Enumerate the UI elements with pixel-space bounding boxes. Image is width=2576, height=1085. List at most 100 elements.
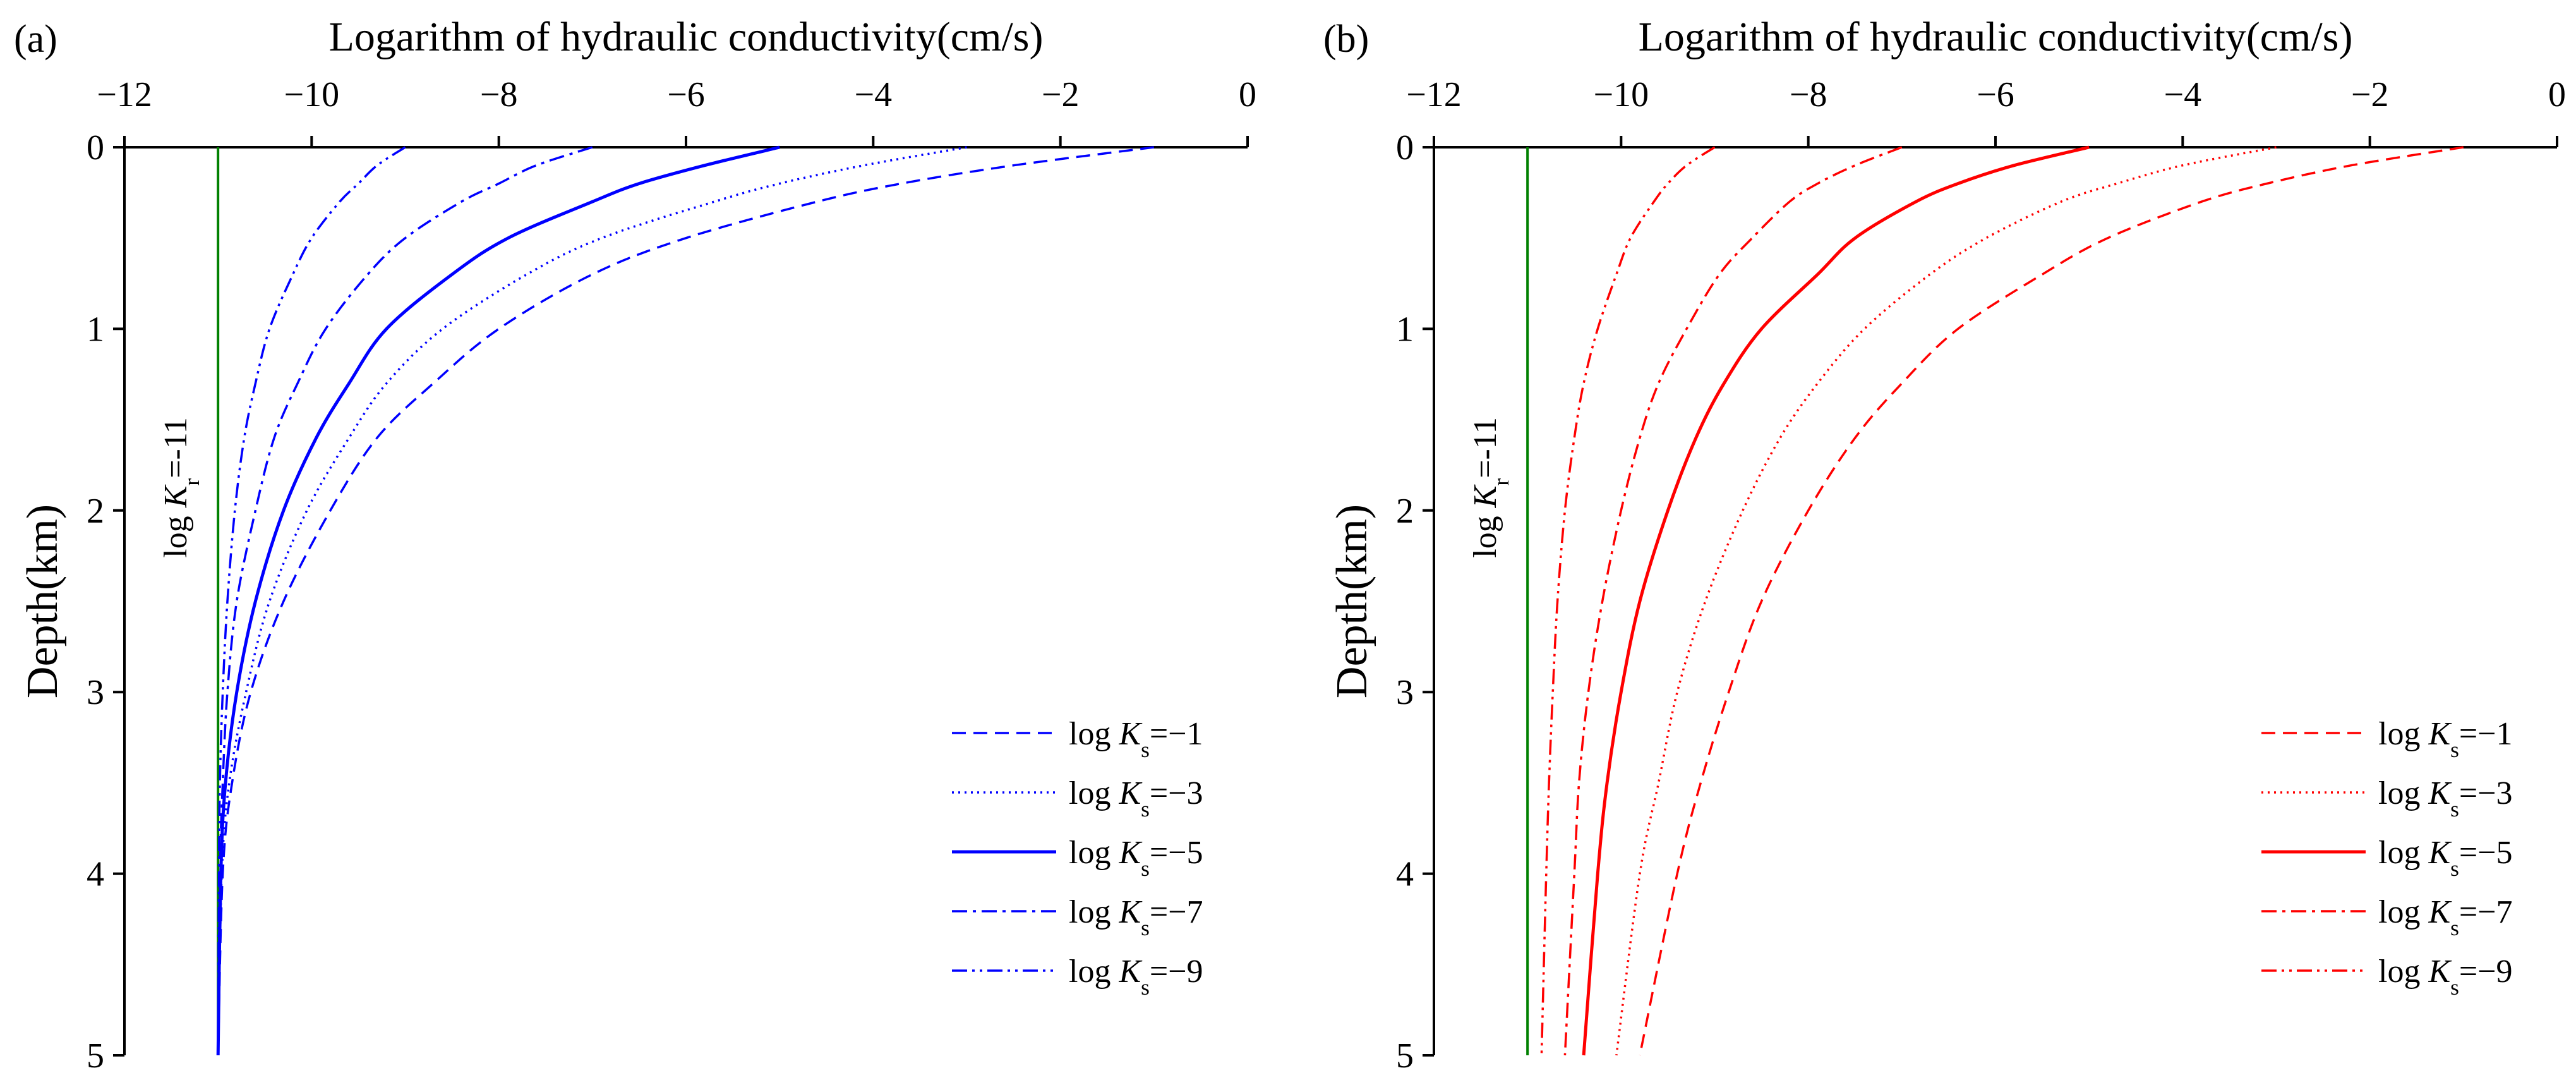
y-tick-label: 4 — [87, 855, 104, 894]
y-tick-label: 1 — [87, 310, 104, 349]
x-tick-label: −8 — [480, 75, 518, 114]
label-prefix: log — [1069, 954, 1119, 990]
legend-label-ks-1: log Ks=−1 — [2378, 716, 2513, 762]
x-tick-label: −10 — [284, 75, 340, 114]
chart-panel-a: (a) Logarithm of hydraulic conductivity(c… — [14, 14, 1256, 1076]
label-sub: s — [1141, 856, 1150, 881]
label-suffix: =−1 — [1150, 716, 1203, 752]
x-tick-label: −6 — [667, 75, 705, 114]
label-prefix: log — [2378, 775, 2428, 811]
label-var: K — [2428, 954, 2452, 990]
label-sub: s — [1141, 915, 1150, 940]
label-suffix: =−5 — [2459, 835, 2513, 871]
series-line-ks-9 — [217, 146, 406, 1056]
chart-panel-b: (b) Logarithm of hydraulic conductivity(c… — [1323, 14, 2566, 1076]
label-var: K — [2428, 894, 2452, 930]
label-sub: s — [1141, 796, 1150, 821]
y-tick-label: 3 — [87, 673, 104, 712]
y-tick-label: 4 — [1396, 855, 1414, 894]
x-tick-label: −4 — [855, 75, 893, 114]
label-prefix: log — [1069, 716, 1119, 752]
y-tick-label: 5 — [1396, 1036, 1414, 1076]
label-prefix: log — [1069, 775, 1119, 811]
series-line-ks-9 — [1540, 146, 1716, 1056]
label-suffix: =−3 — [2459, 775, 2513, 811]
x-tick-label: 0 — [2548, 75, 2566, 114]
legend-label-ks-9: log Ks=−9 — [1069, 954, 1203, 1000]
legend-label-ks-1: log Ks=−1 — [1069, 716, 1203, 762]
y-tick-label: 5 — [87, 1036, 104, 1076]
legend-label-ks-7: log Ks=−7 — [1069, 894, 1203, 940]
label-sub: s — [2450, 974, 2459, 1000]
label-sub: s — [2450, 796, 2459, 821]
y-tick-label: 0 — [87, 128, 104, 167]
legend-label-ks-9: log Ks=−9 — [2378, 954, 2513, 1000]
label-sub: s — [1141, 974, 1150, 1000]
x-tick-label: −6 — [1977, 75, 2014, 114]
label-prefix: log — [2378, 954, 2428, 990]
legend-label-ks-5: log Ks=−5 — [2378, 835, 2513, 881]
y-tick-label: 0 — [1396, 128, 1414, 167]
label-var: K — [1118, 835, 1142, 871]
label-prefix: log — [1069, 894, 1119, 930]
label-suffix: =-11 — [1467, 417, 1503, 478]
x-axis-title: Logarithm of hydraulic conductivity(cm/s… — [329, 14, 1044, 60]
series-line-ks-7 — [217, 146, 593, 1056]
label-var: K — [1118, 954, 1142, 990]
label-var: K — [1118, 894, 1142, 930]
x-tick-label: −10 — [1594, 75, 1649, 114]
legend-label-ks-3: log Ks=−3 — [1069, 775, 1203, 821]
x-tick-label: −4 — [2164, 75, 2202, 114]
label-suffix: =−9 — [1150, 954, 1203, 990]
x-tick-label: 0 — [1239, 75, 1256, 114]
legend-label-ks-7: log Ks=−7 — [2378, 894, 2513, 940]
label-suffix: =−9 — [2459, 954, 2513, 990]
y-tick-label: 2 — [1396, 492, 1414, 531]
label-prefix: log — [1467, 507, 1503, 557]
label-sub: s — [2450, 856, 2459, 881]
label-var: K — [1118, 716, 1142, 752]
y-tick-label: 3 — [1396, 673, 1414, 712]
series-line-ks-5 — [1582, 145, 2090, 1056]
x-tick-label: −8 — [1790, 75, 1827, 114]
label-sub: s — [2450, 915, 2459, 940]
legend-label-ks-3: log Ks=−3 — [2378, 775, 2513, 821]
legend-label-ks-5: log Ks=−5 — [1069, 835, 1203, 881]
label-var: K — [2428, 775, 2452, 811]
y-tick-label: 2 — [87, 492, 104, 531]
reference-line-label: log Kr=-11 — [1467, 417, 1514, 558]
label-suffix: =−1 — [2459, 716, 2513, 752]
x-axis-title: Logarithm of hydraulic conductivity(cm/s… — [1639, 14, 2353, 60]
x-tick-label: −2 — [1042, 75, 1080, 114]
series-line-ks-1 — [217, 146, 1155, 1056]
series-line-ks-5 — [216, 145, 780, 1056]
label-prefix: log — [158, 507, 194, 557]
series-line-ks-3 — [217, 146, 967, 1056]
label-suffix: =−3 — [1150, 775, 1203, 811]
x-tick-label: −2 — [2351, 75, 2389, 114]
label-var: K — [1467, 484, 1503, 508]
label-var: K — [1118, 775, 1142, 811]
label-var: K — [158, 484, 194, 508]
label-prefix: log — [2378, 894, 2428, 930]
label-sub: s — [1141, 737, 1150, 762]
y-tick-label: 1 — [1396, 310, 1414, 349]
y-axis-title: Depth(km) — [1328, 504, 1376, 698]
x-tick-label: −12 — [1406, 75, 1462, 114]
label-suffix: =-11 — [158, 417, 194, 478]
label-prefix: log — [1069, 835, 1119, 871]
label-sub: s — [2450, 737, 2459, 762]
label-suffix: =−5 — [1150, 835, 1203, 871]
series-line-ks-7 — [1563, 146, 1903, 1056]
reference-line-label: log Kr=-11 — [158, 417, 204, 558]
series-line-ks-3 — [1615, 146, 2277, 1056]
label-var: K — [2428, 716, 2452, 752]
label-var: K — [2428, 835, 2452, 871]
label-sub: r — [1488, 478, 1514, 486]
label-prefix: log — [2378, 835, 2428, 871]
label-sub: r — [179, 478, 204, 486]
series-line-ks-1 — [1639, 146, 2464, 1056]
label-prefix: log — [2378, 716, 2428, 752]
x-tick-label: −12 — [97, 75, 152, 114]
